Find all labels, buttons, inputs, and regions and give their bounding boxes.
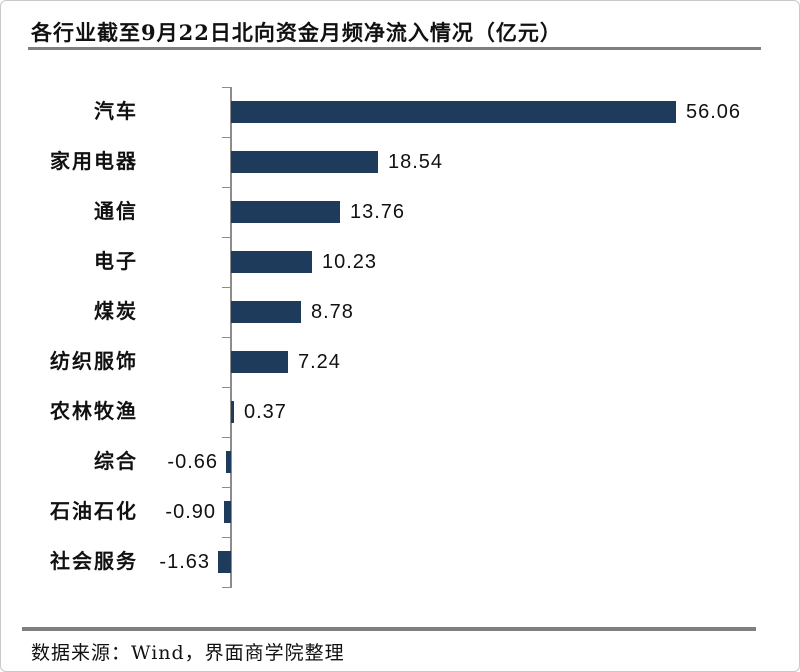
bar	[231, 101, 676, 123]
y-axis-line	[230, 87, 232, 588]
axis-tick	[222, 187, 230, 188]
axis-tick	[222, 287, 230, 288]
bar	[231, 251, 312, 273]
category-label: 汽车	[94, 101, 138, 123]
axis-tick	[222, 387, 230, 388]
category-label: 农林牧渔	[50, 401, 138, 423]
value-label: 8.78	[311, 301, 354, 323]
data-source-note: 数据来源：Wind，界面商学院整理	[31, 642, 345, 664]
value-label: 0.37	[244, 401, 287, 423]
category-label: 煤炭	[94, 301, 138, 323]
value-label: 10.23	[322, 251, 378, 273]
chart-title: 各行业截至9月22日北向资金月频净流入情况（亿元）	[31, 20, 562, 45]
bar-chart: 汽车 56.06 家用电器 18.54 通信 13.76 电子 10.23 煤炭 8.78 纺织服饰…	[1, 87, 799, 588]
axis-tick	[222, 437, 230, 438]
category-label: 通信	[94, 201, 138, 223]
bar	[231, 151, 378, 173]
category-label: 电子	[94, 251, 138, 273]
title-divider	[28, 47, 761, 50]
axis-tick	[222, 487, 230, 488]
value-label: 18.54	[388, 151, 444, 173]
value-label: -0.66	[167, 451, 218, 473]
bar	[226, 451, 231, 473]
category-label: 石油石化	[50, 501, 138, 523]
value-label: 56.06	[686, 101, 742, 123]
category-label: 家用电器	[50, 151, 138, 173]
bar	[218, 551, 231, 573]
bar	[231, 201, 340, 223]
category-label: 社会服务	[50, 551, 138, 573]
value-label: -1.63	[159, 551, 210, 573]
axis-tick	[222, 237, 230, 238]
bar	[231, 401, 234, 423]
bar	[224, 501, 231, 523]
bar	[231, 351, 288, 373]
axis-tick	[222, 137, 230, 138]
bar	[231, 301, 301, 323]
value-label: 13.76	[350, 201, 406, 223]
axis-tick	[222, 537, 230, 538]
footer-divider	[22, 627, 756, 631]
category-label: 纺织服饰	[50, 351, 138, 373]
axis-tick	[222, 337, 230, 338]
axis-tick	[222, 87, 230, 88]
value-label: -0.90	[165, 501, 216, 523]
category-label: 综合	[94, 451, 138, 473]
axis-tick	[222, 587, 230, 588]
value-label: 7.24	[298, 351, 341, 373]
